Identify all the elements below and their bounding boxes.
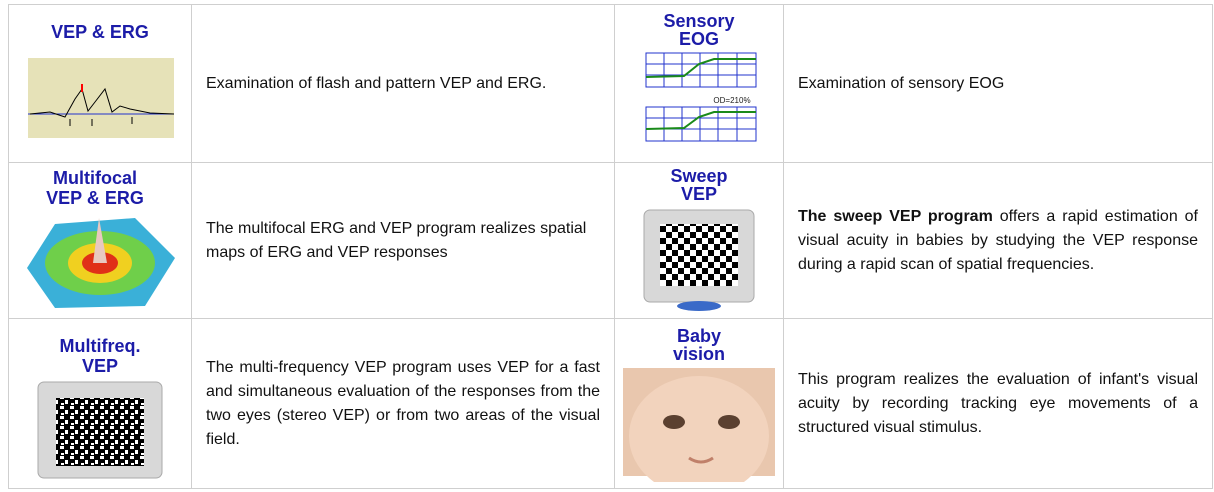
- icon-cell: Multifreq. VEP: [8, 318, 192, 489]
- icon-title: vision: [673, 344, 725, 364]
- icon-title: VEP & ERG: [46, 188, 144, 208]
- description: The sweep VEP program offers a rapid est…: [783, 162, 1213, 319]
- icon: Baby vision: [623, 326, 775, 482]
- description: Examination of flash and pattern VEP and…: [191, 4, 615, 163]
- icon-title: Multifocal: [53, 168, 137, 188]
- description: offers a rapid estimation of visual acui…: [798, 207, 1198, 273]
- icon-title: Sweep: [670, 166, 727, 186]
- icon-title: VEP: [681, 184, 717, 204]
- description-bold: The sweep VEP program: [798, 207, 993, 225]
- icon-cell: VEP & ERG: [8, 4, 192, 163]
- icon-title: Baby: [677, 326, 721, 346]
- icon-cell: Sensory EOG OD=210%: [614, 4, 784, 163]
- program-table: VEP & ERG Examination of flash and patte…: [8, 4, 1213, 489]
- icon: Sweep VEP: [643, 166, 755, 311]
- description: This program realizes the evaluation of …: [783, 318, 1213, 489]
- icon: Multifocal VEP & ERG: [27, 168, 175, 308]
- description: Examination of sensory EOG: [783, 4, 1213, 163]
- icon: Sensory EOG OD=210%: [645, 11, 757, 141]
- icon-title: VEP: [82, 356, 118, 376]
- icon-title: VEP & ERG: [51, 22, 149, 42]
- icon-cell: Sweep VEP: [614, 162, 784, 319]
- icon: Multifreq. VEP: [37, 336, 163, 478]
- icon-note: OD=210%: [713, 96, 750, 105]
- icon-title: Sensory: [663, 11, 734, 31]
- icon-cell: Baby vision: [614, 318, 784, 489]
- icon-cell: Multifocal VEP & ERG: [8, 162, 192, 319]
- icon-title: EOG: [679, 29, 719, 49]
- description: The multi-frequency VEP program uses VEP…: [191, 318, 615, 489]
- icon-title: Multifreq.: [60, 336, 141, 356]
- icon: VEP & ERG: [28, 22, 175, 138]
- description: The multifocal ERG and VEP program reali…: [191, 162, 615, 319]
